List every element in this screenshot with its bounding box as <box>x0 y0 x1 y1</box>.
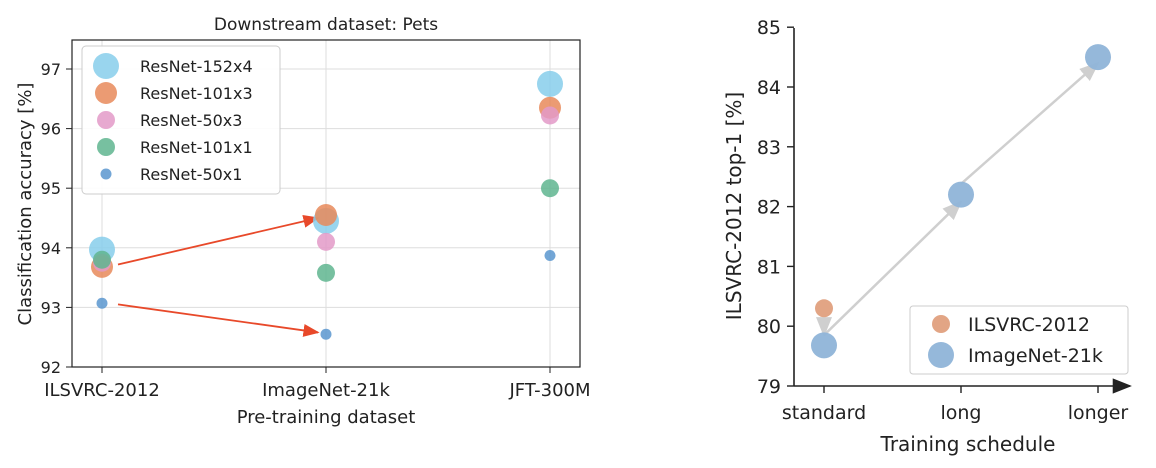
left-arrow <box>117 214 320 266</box>
left-chart-x-axis-label: Pre-training dataset <box>237 407 416 428</box>
left-chart-arrows <box>117 214 320 337</box>
right-y-tick-label: 83 <box>757 137 781 159</box>
right-point-imagenet-21k <box>811 332 837 359</box>
left-x-tick-label: ILSVRC-2012 <box>44 380 160 401</box>
right-x-tick-label: standard <box>782 402 866 424</box>
right-legend-box <box>909 305 1129 375</box>
right-chart: 79 80 81 82 83 84 85 standard long longer Traini… <box>722 17 1132 456</box>
right-y-tick-label: 81 <box>757 256 781 278</box>
left-x-tick-label: JFT-300M <box>508 380 590 401</box>
right-x-tick-label: longer <box>1068 402 1129 424</box>
left-legend-marker-resnet-50x3 <box>97 111 115 129</box>
left-legend-marker-resnet-50x1 <box>100 168 112 180</box>
right-point-imagenet-21k <box>948 181 974 208</box>
left-point-resnet-101x3 <box>315 204 337 227</box>
right-point-imagenet-21k <box>1085 44 1111 71</box>
right-chart-points <box>811 44 1111 359</box>
left-chart: Downstream dataset: Pets 92 93 94 95 96 97 IL… <box>15 15 591 428</box>
left-point-resnet-152x4 <box>537 70 563 97</box>
left-legend-label-resnet-101x3: ResNet-101x3 <box>140 84 253 103</box>
left-chart-x-ticks: ILSVRC-2012 ImageNet-21k JFT-300M <box>44 367 591 401</box>
left-chart-points <box>89 70 563 340</box>
left-chart-legend: ResNet-152x4 ResNet-101x3 ResNet-50x3 ResNe… <box>81 45 281 195</box>
left-point-resnet-101x1 <box>317 263 335 282</box>
right-y-tick-label: 79 <box>757 376 781 398</box>
left-y-tick-label: 94 <box>41 239 61 258</box>
left-y-tick-label: 95 <box>41 179 61 198</box>
right-arrow <box>823 200 963 337</box>
right-chart-y-axis-label: ILSVRC-2012 top-1 [%] <box>722 92 746 320</box>
left-x-tick-label: ImageNet-21k <box>262 380 390 401</box>
left-y-tick-label: 96 <box>41 120 61 139</box>
left-legend-marker-resnet-152x4 <box>93 53 119 79</box>
right-y-tick-label: 85 <box>757 17 781 39</box>
right-arrow <box>960 61 1100 185</box>
left-y-tick-label: 97 <box>41 60 61 79</box>
left-legend-label-resnet-101x1: ResNet-101x1 <box>140 138 253 157</box>
right-legend-marker-ilsvrc-2012 <box>932 315 950 333</box>
right-chart-x-axis-label: Training schedule <box>880 432 1056 456</box>
left-point-resnet-101x1 <box>93 250 111 269</box>
right-chart-legend: ILSVRC-2012 ImageNet-21k <box>909 305 1129 375</box>
left-legend-marker-resnet-101x3 <box>95 82 117 104</box>
right-legend-label-ilsvrc-2012: ILSVRC-2012 <box>968 314 1090 336</box>
right-point-ilsvrc-2012 <box>815 299 833 318</box>
left-point-resnet-50x1 <box>544 250 556 262</box>
left-point-resnet-101x1 <box>541 179 559 198</box>
right-legend-marker-imagenet-21k <box>928 342 954 368</box>
left-chart-title: Downstream dataset: Pets <box>214 15 438 35</box>
left-y-tick-label: 92 <box>41 358 61 377</box>
left-legend-box <box>81 45 281 195</box>
right-y-tick-label: 84 <box>757 77 781 99</box>
left-y-tick-label: 93 <box>41 298 61 317</box>
left-point-resnet-50x3 <box>317 232 335 251</box>
right-y-tick-label: 82 <box>757 197 781 219</box>
left-point-resnet-50x1 <box>96 297 108 309</box>
left-chart-y-axis-label: Classification accuracy [%] <box>15 83 36 326</box>
right-chart-x-ticks: standard long longer <box>782 386 1129 424</box>
left-legend-label-resnet-50x1: ResNet-50x1 <box>140 165 242 184</box>
left-legend-marker-resnet-101x1 <box>97 138 115 156</box>
left-point-resnet-50x1 <box>320 328 332 340</box>
left-point-resnet-50x3 <box>541 106 559 125</box>
right-x-tick-label: long <box>940 402 981 424</box>
left-chart-y-ticks: 92 93 94 95 96 97 <box>41 60 72 377</box>
right-y-tick-label: 80 <box>757 316 781 338</box>
right-legend-label-imagenet-21k: ImageNet-21k <box>968 345 1103 367</box>
left-legend-label-resnet-152x4: ResNet-152x4 <box>140 57 253 76</box>
left-legend-label-resnet-50x3: ResNet-50x3 <box>140 111 242 130</box>
right-chart-y-ticks: 79 80 81 82 83 84 85 <box>757 17 794 398</box>
left-arrow <box>117 303 320 337</box>
